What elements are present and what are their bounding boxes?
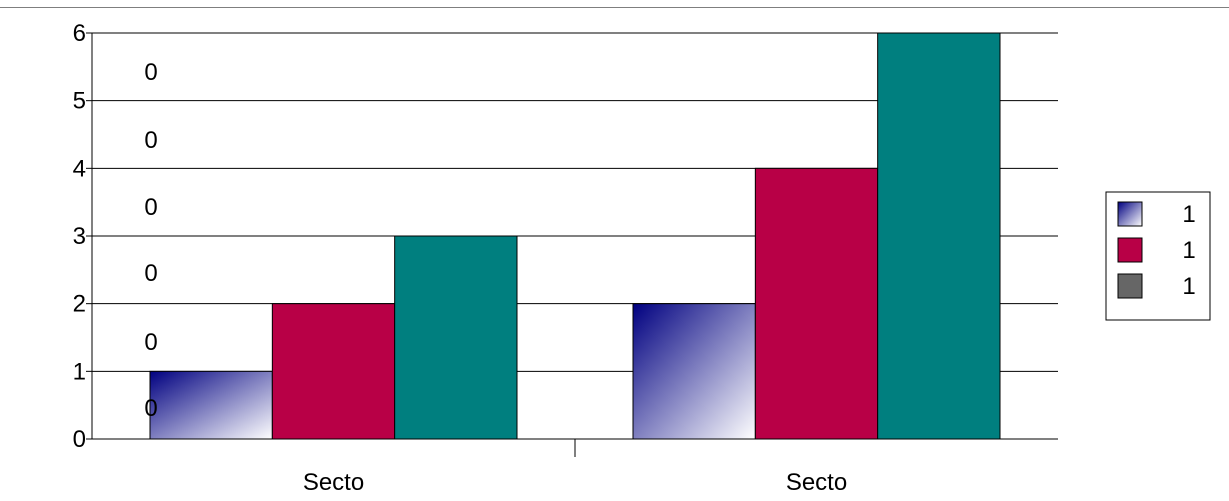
x-category-label: Secto [303, 469, 364, 496]
legend-label-1: 1 [1182, 201, 1195, 228]
bar-series-3-cat-2 [877, 32, 1001, 440]
bar-series-1-cat-2 [632, 303, 756, 440]
legend-swatch-2 [1117, 237, 1143, 263]
overlay-value-label: 0 [144, 260, 157, 287]
overlay-value-label: 0 [144, 329, 157, 356]
legend-label-2: 1 [1182, 237, 1195, 264]
y-tick-label: 6 [73, 20, 86, 47]
overlay-value-label: 0 [144, 59, 157, 86]
y-tick-label: 4 [73, 155, 86, 182]
bar-series-2-cat-1 [271, 303, 396, 440]
legend-swatch-3 [1117, 273, 1143, 299]
top-rule [0, 7, 1229, 8]
overlay-value-label: 0 [144, 127, 157, 154]
legend-label-3: 1 [1182, 273, 1195, 300]
y-tick-label: 3 [73, 223, 86, 250]
y-tick-label: 0 [73, 426, 86, 453]
y-tick-label: 1 [73, 358, 86, 385]
overlay-value-label: 0 [144, 395, 157, 422]
bar-series-3-cat-1 [394, 235, 518, 440]
legend-swatch-1 [1117, 201, 1143, 227]
x-category-label: Secto [786, 469, 847, 496]
y-tick-label: 2 [73, 291, 86, 318]
y-tick-label: 5 [73, 88, 86, 115]
bar-series-1-cat-1 [149, 370, 273, 440]
overlay-value-label: 0 [144, 194, 157, 221]
bar-series-2-cat-2 [754, 167, 879, 440]
